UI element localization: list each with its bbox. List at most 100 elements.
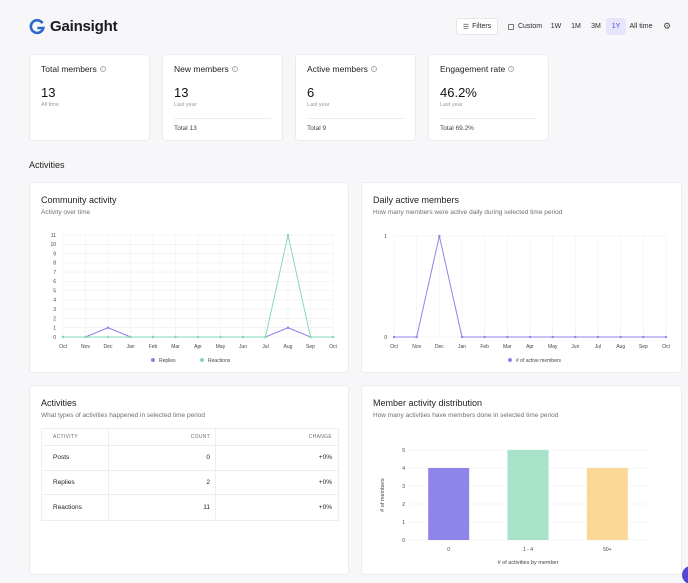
cell-count: 0	[109, 446, 216, 470]
y-tick-label: 10	[50, 242, 56, 248]
table-row: Reactions 11 +0%	[42, 495, 338, 520]
data-point	[84, 335, 87, 339]
x-tick-label: Mar	[503, 344, 512, 350]
x-tick-label: Jan	[458, 344, 466, 350]
legend-label: # of active members	[516, 358, 562, 364]
column-header-activity[interactable]: ACTIVITY	[42, 429, 109, 445]
x-tick-label: Apr	[194, 344, 202, 350]
data-point	[264, 335, 267, 339]
x-tick-label: Oct	[662, 344, 670, 350]
data-point	[331, 335, 335, 339]
x-tick-label: Apr	[526, 344, 534, 350]
x-tick-label: 1 - 4	[523, 547, 533, 553]
y-axis-label: # of members	[380, 478, 386, 512]
y-tick-label: 9	[53, 251, 56, 257]
card-title: Activities	[41, 398, 77, 408]
kpi-total: Total 69.2%	[440, 125, 474, 132]
x-tick-label: Jan	[126, 344, 134, 350]
card-subtitle: What types of activities happened in sel…	[41, 412, 206, 419]
activities-card: Activities What types of activities happ…	[29, 385, 349, 575]
y-tick-label: 1	[53, 326, 56, 332]
x-axis-label: # of activities by member	[498, 560, 559, 566]
x-tick-label: Aug	[616, 344, 625, 350]
kpi-sub: Last year	[174, 102, 197, 108]
info-icon[interactable]: i	[99, 66, 106, 72]
y-tick-label: 5	[53, 288, 56, 294]
y-tick-label: 8	[53, 261, 56, 267]
info-icon[interactable]: i	[370, 66, 377, 72]
data-point	[642, 335, 645, 339]
x-tick-label: Sep	[639, 344, 648, 350]
x-tick-label: Oct	[59, 344, 67, 350]
y-tick-label: 4	[53, 298, 56, 304]
card-subtitle: Activity over time	[41, 209, 91, 216]
cell-activity: Replies	[42, 470, 109, 494]
y-tick-label: 2	[53, 316, 56, 322]
table-header-row: ACTIVITY COUNT CHANGE	[42, 429, 338, 446]
card-subtitle: How many members were active daily durin…	[373, 209, 563, 216]
column-header-count[interactable]: COUNT	[109, 429, 216, 445]
settings-gear-icon[interactable]: ⚙	[662, 21, 672, 31]
data-point	[151, 335, 155, 339]
data-point	[392, 335, 396, 339]
kpi-value: 46.2%	[440, 85, 477, 100]
help-chat-button[interactable]	[682, 566, 688, 583]
y-tick-label: 11	[51, 233, 56, 239]
y-tick-label: 5	[402, 448, 405, 454]
date-toolbar: ☰ Filters Custom 1W 1M 3M 1Y All time ⚙	[456, 18, 673, 35]
legend-swatch	[151, 358, 155, 362]
legend-swatch	[200, 358, 204, 362]
community-activity-card: Community activity Activity over time 0 1…	[29, 182, 349, 373]
kpi-card-active-members: Active members i 6 Last year Total 9	[295, 54, 416, 141]
x-tick-label: May	[216, 344, 226, 350]
range-1y-button[interactable]: 1Y	[606, 18, 626, 35]
kpi-card-total-members: Total members i 13 All time	[29, 54, 150, 141]
member-activity-distribution-chart: 0 1 2 3 4 5 0 1 - 4 50+ # of activities by member…	[380, 448, 647, 566]
legend-label: Replies	[159, 358, 176, 364]
brand-logo[interactable]: Gainsight	[29, 18, 118, 35]
data-point	[574, 335, 577, 339]
range-1w-button[interactable]: 1W	[550, 23, 562, 30]
info-icon[interactable]: i	[231, 66, 238, 72]
data-point	[106, 326, 110, 329]
custom-range-button[interactable]: Custom	[504, 18, 546, 35]
kpi-value: 13	[174, 85, 189, 100]
x-tick-label: Feb	[480, 344, 489, 350]
kpi-card-engagement-rate: Engagement rate i 46.2% Last year Total 6…	[428, 54, 549, 141]
cell-count: 11	[109, 495, 216, 520]
x-tick-label: Jun	[571, 344, 579, 350]
range-3m-button[interactable]: 3M	[591, 23, 601, 30]
card-title: Community activity	[41, 195, 117, 205]
range-1m-button[interactable]: 1M	[571, 23, 581, 30]
table-row: Posts 0 +0%	[42, 446, 338, 471]
kpi-title: Engagement rate i	[440, 64, 515, 74]
data-point	[174, 335, 177, 339]
kpi-title: Total members i	[41, 64, 106, 74]
data-point	[286, 233, 290, 237]
x-tick-label: Oct	[329, 344, 337, 350]
data-point	[596, 335, 600, 339]
bar	[428, 468, 470, 540]
x-tick-label: May	[548, 344, 558, 350]
data-point	[61, 335, 65, 339]
filter-lines-icon: ☰	[462, 23, 470, 31]
kpi-sub: Last year	[307, 102, 330, 108]
column-header-change[interactable]: CHANGE	[308, 434, 332, 440]
cell-change: +0%	[318, 454, 332, 462]
filters-button[interactable]: ☰ Filters	[456, 18, 498, 35]
section-title-activities: Activities	[29, 160, 65, 170]
data-point	[551, 335, 554, 339]
kpi-card-new-members: New members i 13 Last year Total 13	[162, 54, 283, 141]
y-tick-label: 4	[402, 466, 405, 472]
data-point	[196, 335, 200, 339]
y-tick-label: 0	[53, 335, 56, 341]
calendar-icon	[507, 23, 514, 30]
x-tick-label: Nov	[412, 344, 421, 350]
range-alltime-button[interactable]: All time	[629, 23, 653, 30]
x-tick-label: Feb	[149, 344, 158, 350]
data-point	[460, 335, 464, 339]
divider	[174, 118, 271, 119]
info-icon[interactable]: i	[508, 66, 515, 72]
data-point	[219, 335, 222, 339]
x-tick-label: Sep	[306, 344, 315, 350]
